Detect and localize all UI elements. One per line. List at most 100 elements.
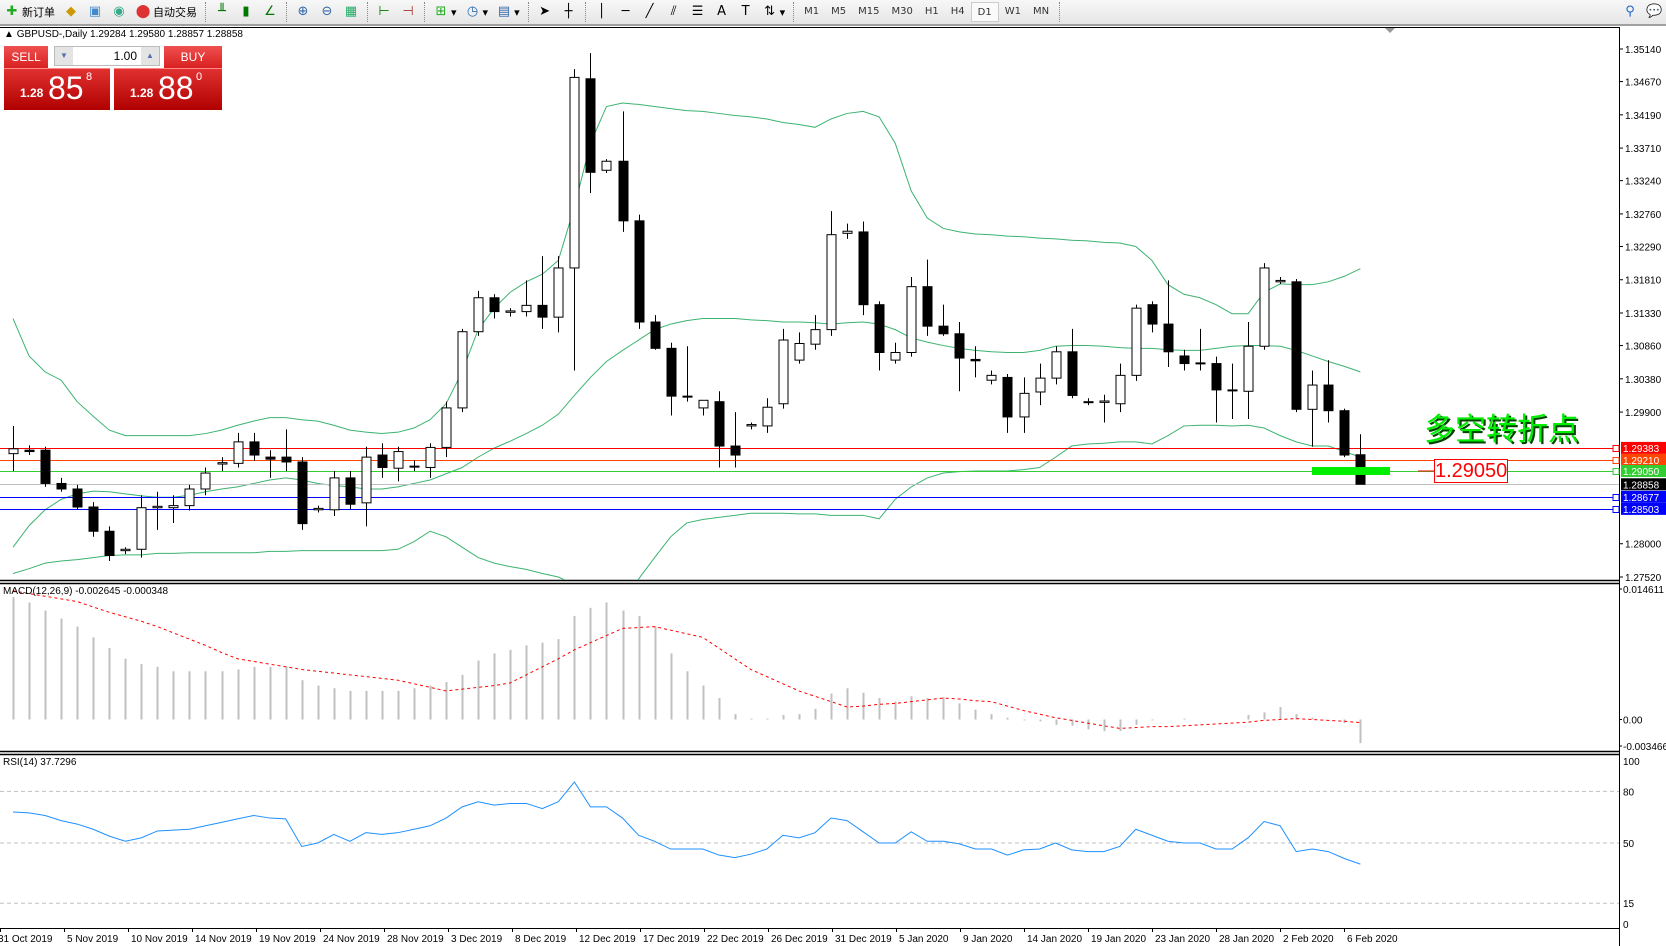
candle [104, 526, 115, 562]
date-label: 23 Jan 2020 [1155, 934, 1210, 945]
templates-button[interactable]: ▤ ▾ [497, 4, 520, 19]
level-marker-bar[interactable] [1312, 466, 1390, 475]
candle [698, 399, 709, 416]
line-handle-icon[interactable] [1612, 468, 1620, 475]
zoom-in-button[interactable]: ⊕ [291, 1, 315, 23]
date-label: 31 Oct 2019 [0, 934, 53, 945]
candle-body [217, 462, 228, 465]
tile-windows-button[interactable]: ▦ [339, 1, 363, 23]
level-price-label[interactable]: 1.29050 [1434, 459, 1508, 483]
toolbar-separator [205, 2, 206, 22]
candle-body [200, 472, 211, 490]
metaeditor-button[interactable]: ◆ [59, 1, 83, 23]
indicators-button[interactable]: ⊞ ▾ [429, 1, 461, 23]
crosshair-button[interactable]: ┼ [557, 1, 581, 23]
chat-button[interactable]: 💬 [1642, 1, 1666, 23]
trendline-button[interactable]: ╱ [638, 1, 662, 23]
terminal-button[interactable]: ▣ [83, 1, 107, 23]
candle-body [1291, 281, 1302, 410]
horizontal-line-button[interactable]: ─ [614, 1, 638, 23]
zoom-out-button[interactable]: ⊖ [315, 1, 339, 23]
reversal-point-annotation[interactable]: 多空转折点 [1424, 412, 1579, 448]
timeframe-m1[interactable]: M1 [804, 6, 820, 17]
buy-price-fraction: 0 [196, 71, 203, 83]
search-button[interactable]: ⚲ [1618, 1, 1642, 23]
lot-value[interactable]: 1.00 [113, 49, 137, 63]
cursor-arrow-icon: ➤ [539, 4, 551, 19]
price-tick-label: 1.30860 [1625, 342, 1662, 353]
symbol-ohlc: GBPUSD-,Daily 1.29284 1.29580 1.28857 1.… [16, 29, 243, 40]
arrows-button[interactable]: ⇅ ▾ [758, 1, 790, 23]
price-label-bg [1621, 490, 1666, 503]
sell-price-prefix: 1.28 [20, 86, 44, 100]
collapse-triangle-icon[interactable]: ▲ [4, 29, 17, 40]
lot-increase-icon[interactable]: ▲ [141, 47, 159, 65]
template-icon: ▤ [497, 4, 511, 19]
line-chart-button[interactable]: ∠ [258, 1, 282, 23]
candle [425, 443, 436, 478]
equidistant-channel-button[interactable]: ⫽ [662, 1, 686, 23]
candle-body [457, 331, 468, 409]
candle-body [1227, 389, 1238, 392]
candle-body [361, 456, 372, 504]
timeframe-w1[interactable]: W1 [1004, 6, 1021, 17]
new-order-button[interactable]: ✚ 新订单 [0, 1, 59, 23]
rsi-label: RSI(14) 37.7296 [3, 757, 77, 768]
candle [569, 69, 580, 371]
buy-button[interactable]: BUY [164, 46, 222, 68]
candle-body [746, 424, 757, 427]
candle [1211, 356, 1222, 423]
vertical-line-button[interactable]: │ [590, 1, 614, 23]
candle-body [986, 374, 997, 381]
toolbar-separator [793, 2, 795, 22]
candle-body [650, 321, 661, 349]
candle-body [1339, 410, 1350, 456]
timeframe-m15[interactable]: M15 [858, 6, 880, 17]
line-handle-icon[interactable] [1612, 494, 1620, 501]
candle [1323, 360, 1334, 423]
lot-decrease-icon[interactable]: ▼ [55, 47, 73, 65]
candle [714, 391, 725, 468]
rsi-tick-label: 15 [1623, 899, 1635, 910]
new-order-icon: ✚ [6, 4, 18, 19]
chart-shift-marker-icon[interactable] [1385, 28, 1395, 33]
line-handle-icon[interactable] [1612, 457, 1620, 464]
timeframe-h1[interactable]: H1 [924, 6, 939, 17]
candle [505, 308, 516, 317]
candle [666, 342, 677, 416]
timeframe-d1[interactable]: D1 [970, 2, 999, 22]
periods-button[interactable]: ◷ ▾ [461, 1, 493, 23]
line-handle-icon[interactable] [1612, 506, 1620, 513]
candle [361, 446, 372, 527]
auto-trading-button[interactable]: ⬤ 自动交易 [131, 1, 201, 23]
candle [810, 315, 821, 350]
rsi-tick-label: 50 [1623, 839, 1635, 850]
timeframe-h4[interactable]: H4 [950, 6, 965, 17]
timeframe-m30[interactable]: M30 [891, 6, 913, 17]
sell-button[interactable]: SELL [4, 46, 48, 68]
signals-button[interactable]: ◉ [107, 1, 131, 23]
candlestick-button[interactable]: ▮ [234, 1, 258, 23]
buy-price-button[interactable]: 1.28 88 0 [114, 68, 222, 110]
cursor-button[interactable]: ➤ [533, 1, 557, 23]
chart-header: ▲ GBPUSD-,Daily 1.29284 1.29580 1.28857 … [4, 29, 243, 40]
text-button[interactable]: A [710, 1, 734, 23]
timeframe-mn[interactable]: MN [1032, 6, 1050, 17]
fibonacci-button[interactable]: ☰ [686, 1, 710, 23]
auto-scroll-button[interactable]: ⊣ [396, 1, 420, 23]
chart-shift-button[interactable]: ⊢ [372, 1, 396, 23]
bar-chart-button[interactable]: ╨ [210, 1, 234, 23]
sell-price-button[interactable]: 1.28 85 8 [4, 68, 110, 110]
candle-body [281, 456, 292, 463]
candle [313, 505, 324, 513]
candle [1259, 263, 1270, 350]
timeframe-m5[interactable]: M5 [831, 6, 847, 17]
candle-body [393, 451, 404, 469]
line-handle-icon[interactable] [1612, 445, 1620, 452]
candle-body [730, 445, 741, 456]
price-tick-label: 1.34670 [1625, 78, 1662, 89]
candle-body [1323, 384, 1334, 412]
text-label-button[interactable]: T [734, 1, 758, 23]
lot-size-input[interactable]: ▼ 1.00 ▲ [54, 46, 160, 66]
